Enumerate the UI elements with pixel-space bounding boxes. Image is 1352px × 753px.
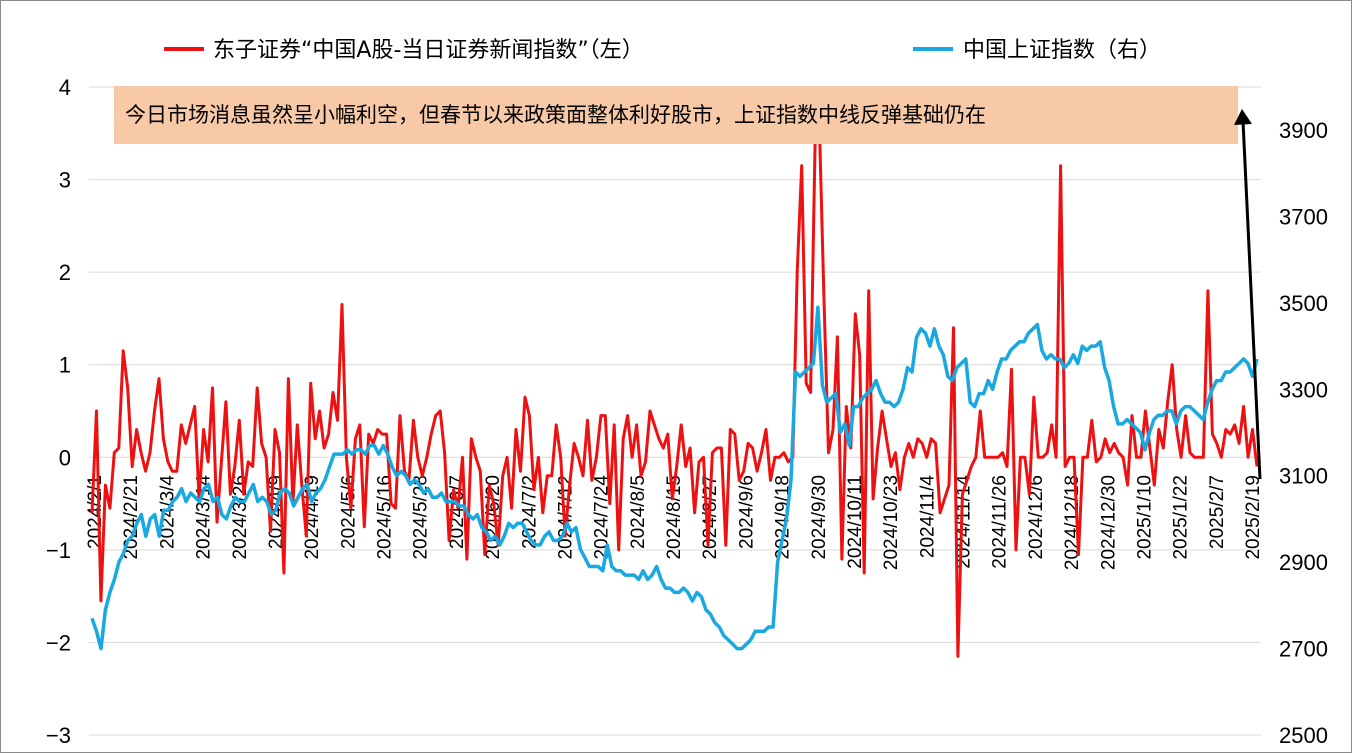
left-tick-label: −2 <box>46 630 71 655</box>
series-line-news-index <box>90 131 1259 658</box>
right-tick-label: 2900 <box>1279 550 1328 575</box>
x-tick-label: 2024/8/15 <box>664 475 685 560</box>
x-tick-label: 2025/1/10 <box>1134 475 1155 560</box>
x-tick-label: 2024/2/21 <box>121 475 142 560</box>
annotation-text: 今日市场消息虽然呈小幅利空，但春节以来政策面整体利好股市，上证指数中线反弹基础仍… <box>125 103 986 127</box>
x-tick-label: 2024/11/14 <box>954 475 975 569</box>
right-tick-label: 3500 <box>1279 291 1328 316</box>
x-axis-ticks: 2024/2/1 2024/2/21 2024/3/4 2024/3/14 2024/3… <box>85 475 1264 571</box>
left-tick-label: 0 <box>59 445 71 470</box>
x-tick-label: 2024/7/24 <box>592 475 613 560</box>
left-tick-label: −3 <box>46 723 71 748</box>
annotation-box <box>114 86 1238 144</box>
annotation-arrow <box>1241 120 1262 480</box>
right-tick-label: 3900 <box>1279 118 1328 143</box>
x-tick-label: 2025/2/19 <box>1243 475 1264 560</box>
x-tick-label: 2025/2/7 <box>1207 475 1228 549</box>
gridlines <box>89 86 1261 736</box>
x-tick-label: 2024/12/6 <box>1026 475 1047 560</box>
right-tick-label: 2500 <box>1279 723 1328 748</box>
series-layer <box>90 131 1259 658</box>
annotation-arrowhead <box>1234 109 1252 125</box>
left-tick-label: 2 <box>59 260 71 285</box>
legend-item-news-index: 东子证券“中国A股-当日证券新闻指数”（左） <box>164 38 644 63</box>
x-tick-label: 2025/1/22 <box>1171 475 1192 560</box>
x-tick-label: 2024/5/28 <box>411 475 432 560</box>
annotation: 今日市场消息虽然呈小幅利空，但春节以来政策面整体利好股市，上证指数中线反弹基础仍… <box>114 86 1262 480</box>
left-axis-ticks: 4 3 2 1 0 −1 −2 −3 <box>46 75 71 748</box>
legend-label-shanghai-index: 中国上证指数（右） <box>963 38 1161 63</box>
left-tick-label: 1 <box>59 353 71 378</box>
right-tick-label: 3700 <box>1279 204 1328 229</box>
x-tick-label: 2024/5/6 <box>338 475 359 549</box>
series-line-shanghai-index <box>90 305 1259 651</box>
x-tick-label: 2024/9/30 <box>809 475 830 560</box>
x-tick-label: 2024/10/11 <box>845 475 866 569</box>
legend-item-shanghai-index: 中国上证指数（右） <box>913 38 1161 63</box>
left-tick-label: 3 <box>59 168 71 193</box>
x-tick-label: 2024/5/16 <box>375 475 396 560</box>
left-tick-label: −1 <box>46 538 71 563</box>
right-tick-label: 3300 <box>1279 377 1328 402</box>
right-tick-label: 2700 <box>1279 637 1328 662</box>
right-axis-ticks: 3900 3700 3500 3300 3100 2900 2700 2500 <box>1279 118 1328 748</box>
x-tick-label: 2024/12/30 <box>1098 475 1119 570</box>
x-tick-label: 2024/10/23 <box>881 475 902 570</box>
x-tick-label: 2024/11/4 <box>917 475 938 559</box>
x-tick-label: 2024/8/5 <box>628 475 649 549</box>
legend-label-news-index: 东子证券“中国A股-当日证券新闻指数”（左） <box>213 38 644 63</box>
legend: 东子证券“中国A股-当日证券新闻指数”（左） 中国上证指数（右） <box>164 38 1161 63</box>
x-tick-label: 2024/11/26 <box>990 475 1011 569</box>
left-tick-label: 4 <box>59 75 71 100</box>
x-tick-label: 2024/9/6 <box>736 475 757 549</box>
right-tick-label: 3100 <box>1279 464 1328 489</box>
